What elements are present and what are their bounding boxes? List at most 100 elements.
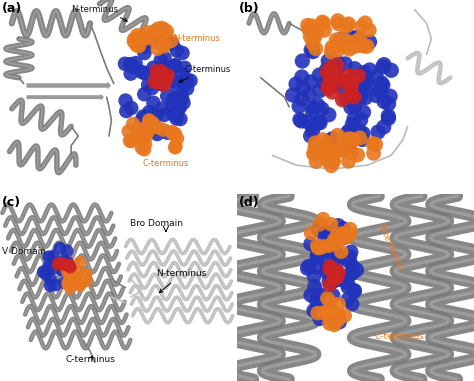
Point xyxy=(328,44,336,50)
Point xyxy=(329,136,337,142)
Point xyxy=(305,26,312,32)
Point xyxy=(177,116,184,122)
Point xyxy=(326,282,333,288)
Point xyxy=(327,234,334,240)
Point xyxy=(138,145,146,151)
Text: N-terminus: N-terminus xyxy=(173,34,220,43)
Point xyxy=(160,43,168,50)
Point xyxy=(173,48,181,54)
Point xyxy=(147,120,155,126)
Point xyxy=(347,271,355,277)
Point xyxy=(363,84,371,90)
Point xyxy=(335,301,342,307)
Point xyxy=(172,62,179,68)
Point xyxy=(328,89,336,95)
Point xyxy=(357,90,365,96)
Point xyxy=(158,82,166,88)
Point xyxy=(148,35,156,41)
Point xyxy=(361,80,369,86)
Point xyxy=(160,82,168,88)
Point xyxy=(366,67,374,73)
Point xyxy=(332,249,340,255)
Point xyxy=(128,105,135,111)
Point xyxy=(323,67,330,73)
Point xyxy=(132,60,139,66)
Point xyxy=(314,245,322,251)
Point xyxy=(314,120,322,126)
Point xyxy=(380,98,388,104)
Point xyxy=(71,280,78,286)
Point xyxy=(298,74,306,80)
Point xyxy=(328,274,335,280)
Point xyxy=(316,315,324,322)
Point xyxy=(304,266,311,272)
Point xyxy=(329,157,337,163)
Point xyxy=(179,50,186,56)
Point xyxy=(67,277,75,283)
Point xyxy=(164,72,172,78)
Point xyxy=(316,88,323,94)
Point xyxy=(344,130,351,136)
Text: N-terminus: N-terminus xyxy=(71,5,127,21)
Point xyxy=(82,271,90,277)
Point xyxy=(169,102,176,108)
Point xyxy=(150,65,157,71)
Point xyxy=(370,150,377,156)
Point xyxy=(169,131,177,137)
Point xyxy=(316,120,324,126)
Point xyxy=(314,310,321,316)
Point xyxy=(347,104,355,110)
Point xyxy=(361,20,369,26)
Point xyxy=(66,285,74,291)
Point xyxy=(169,97,176,103)
Point xyxy=(334,258,341,264)
Point xyxy=(168,129,176,135)
Point xyxy=(333,231,341,237)
Point xyxy=(320,20,328,26)
Point xyxy=(363,43,371,50)
Point xyxy=(319,19,326,25)
Point xyxy=(349,263,356,269)
Point xyxy=(62,267,70,273)
Point xyxy=(356,135,364,141)
Point xyxy=(82,278,90,284)
Point xyxy=(315,227,322,233)
Point xyxy=(388,67,395,74)
Point xyxy=(140,130,147,136)
Point xyxy=(333,73,341,79)
Point xyxy=(160,74,168,80)
Point xyxy=(333,64,341,70)
Point xyxy=(73,274,80,280)
Point xyxy=(305,92,313,98)
Point xyxy=(310,105,318,111)
Point xyxy=(180,100,187,106)
Point xyxy=(312,46,319,52)
Point xyxy=(127,61,134,67)
Point xyxy=(326,320,333,327)
Point xyxy=(61,261,68,267)
Point xyxy=(148,85,156,91)
Point xyxy=(341,148,348,154)
Point xyxy=(325,69,333,75)
Point xyxy=(379,82,387,88)
Point xyxy=(345,72,353,78)
Point xyxy=(173,135,181,141)
Point xyxy=(311,145,319,151)
Point xyxy=(46,283,54,289)
Point xyxy=(76,259,83,265)
Point xyxy=(321,146,328,152)
Point xyxy=(140,146,148,152)
Point xyxy=(384,113,392,119)
Point xyxy=(330,237,338,243)
Point xyxy=(319,243,327,250)
Point xyxy=(365,27,373,33)
Point xyxy=(348,301,356,307)
Point xyxy=(338,35,346,41)
Point xyxy=(325,82,332,88)
Point xyxy=(67,265,75,271)
Point xyxy=(311,140,319,146)
Point xyxy=(307,230,315,236)
Point xyxy=(348,78,356,85)
Point xyxy=(329,269,337,275)
Point xyxy=(134,32,141,38)
